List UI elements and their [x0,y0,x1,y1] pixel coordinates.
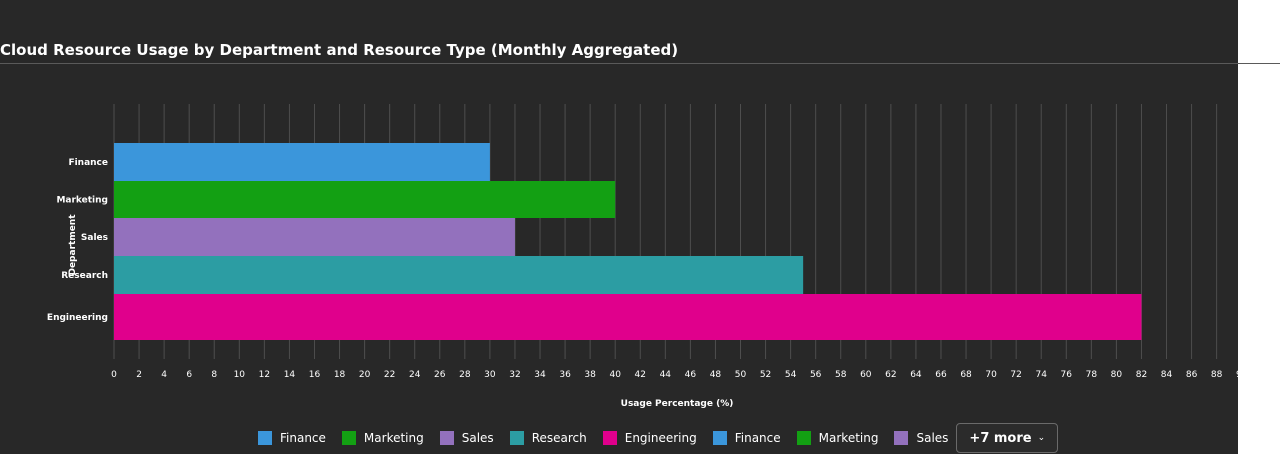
x-tick-label: 28 [459,370,471,380]
legend-more-button[interactable]: +7 more ⌄ [956,423,1059,453]
legend-label: Engineering [624,431,697,445]
legend-label: Finance [280,431,326,445]
bar-engineering[interactable] [114,294,1142,340]
legend-item[interactable]: Sales [894,431,948,445]
x-tick-label: 72 [1010,370,1021,380]
x-tick-label: 34 [534,370,546,380]
y-category-label: Engineering [47,313,108,323]
x-tick-label: 82 [1136,370,1147,380]
x-tick-label: 4 [161,370,167,380]
x-tick-label: 48 [710,370,722,380]
legend-item[interactable]: Marketing [341,431,424,445]
bars [114,143,1142,340]
legend-item[interactable]: Finance [712,431,781,445]
bar-marketing[interactable] [114,181,616,218]
x-tick-label: 62 [885,370,896,380]
legend-label: Research [531,431,587,445]
legend-item[interactable]: Sales [439,431,494,445]
x-tick-label: 12 [259,370,270,380]
legend-swatch [341,431,356,445]
legend-swatch [439,431,454,445]
x-tick-label: 10 [234,370,246,380]
legend-label: Marketing [363,431,424,445]
x-tick-label: 58 [835,370,847,380]
legend-more-label: +7 more [969,430,1032,446]
legend-swatch [509,431,524,445]
x-tick-label: 8 [211,370,217,380]
x-tick-label: 60 [860,370,872,380]
x-tick-label: 86 [1186,370,1198,380]
x-tick-label: 56 [810,370,822,380]
x-tick-label: 16 [309,370,321,380]
legend-label: Sales [916,431,949,445]
title-divider [0,63,1280,64]
chevron-down-icon: ⌄ [1037,433,1046,443]
bar-finance[interactable] [114,143,490,181]
x-tick-label: 76 [1061,370,1073,380]
x-tick-label: 84 [1161,370,1173,380]
x-tick-label: 64 [910,370,922,380]
y-category-label: Sales [81,233,108,243]
legend-label: Sales [461,431,494,445]
x-tick-label: 90 [1236,370,1238,380]
x-axis-ticks: 0 2 4 6 8 10 12 14 16 18 20 22 24 26 28 30 32 34 36 38 40 42 4… [111,370,1238,380]
legend-swatch [796,431,811,445]
x-tick-label: 26 [434,370,446,380]
x-tick-label: 88 [1211,370,1223,380]
x-tick-label: 70 [985,370,997,380]
x-tick-label: 22 [384,370,395,380]
x-tick-label: 80 [1111,370,1123,380]
x-tick-label: 36 [559,370,571,380]
legend-item[interactable]: Engineering [602,431,697,445]
legend-swatch [602,431,617,445]
x-tick-label: 46 [685,370,697,380]
legend-label: Marketing [818,431,879,445]
y-category-label: Research [61,271,108,281]
bar-chart: 0 2 4 6 8 10 12 14 16 18 20 22 24 26 28 30 32 34 36 38 40 42 4… [47,104,1238,409]
x-tick-label: 38 [584,370,596,380]
legend-item[interactable]: Finance [258,431,326,445]
x-tick-label: 52 [760,370,771,380]
x-tick-label: 24 [409,370,421,380]
x-tick-label: 78 [1086,370,1098,380]
legend-label: Finance [734,431,781,445]
x-tick-label: 44 [660,370,672,380]
y-category-label: Marketing [56,196,108,206]
x-tick-label: 0 [111,370,117,380]
x-tick-label: 6 [186,370,192,380]
x-tick-label: 20 [359,370,371,380]
y-axis-label: Department [68,214,78,276]
legend-item[interactable]: Marketing [796,431,879,445]
y-axis-categories: Finance Marketing Sales Research Engineering [47,158,108,323]
x-tick-label: 14 [284,370,296,380]
bar-sales[interactable] [114,218,515,256]
legend-item[interactable]: Research [509,431,587,445]
x-tick-label: 18 [334,370,346,380]
x-axis-label: Usage Percentage (%) [621,399,734,409]
x-tick-label: 40 [609,370,621,380]
x-tick-label: 2 [136,370,142,380]
chart-title: Cloud Resource Usage by Department and R… [0,41,679,59]
legend-swatch [258,431,272,445]
legend-swatch [712,431,727,445]
x-tick-label: 54 [785,370,797,380]
legend-swatch [894,431,909,445]
x-tick-label: 74 [1035,370,1047,380]
legend: Finance Marketing Sales Research Engineering… [258,422,1059,454]
x-tick-label: 68 [960,370,972,380]
x-tick-label: 30 [484,370,496,380]
y-category-label: Finance [68,158,108,168]
bar-research[interactable] [114,256,804,294]
x-tick-label: 66 [935,370,947,380]
x-tick-label: 50 [735,370,747,380]
x-tick-label: 32 [509,370,520,380]
x-tick-label: 42 [635,370,646,380]
